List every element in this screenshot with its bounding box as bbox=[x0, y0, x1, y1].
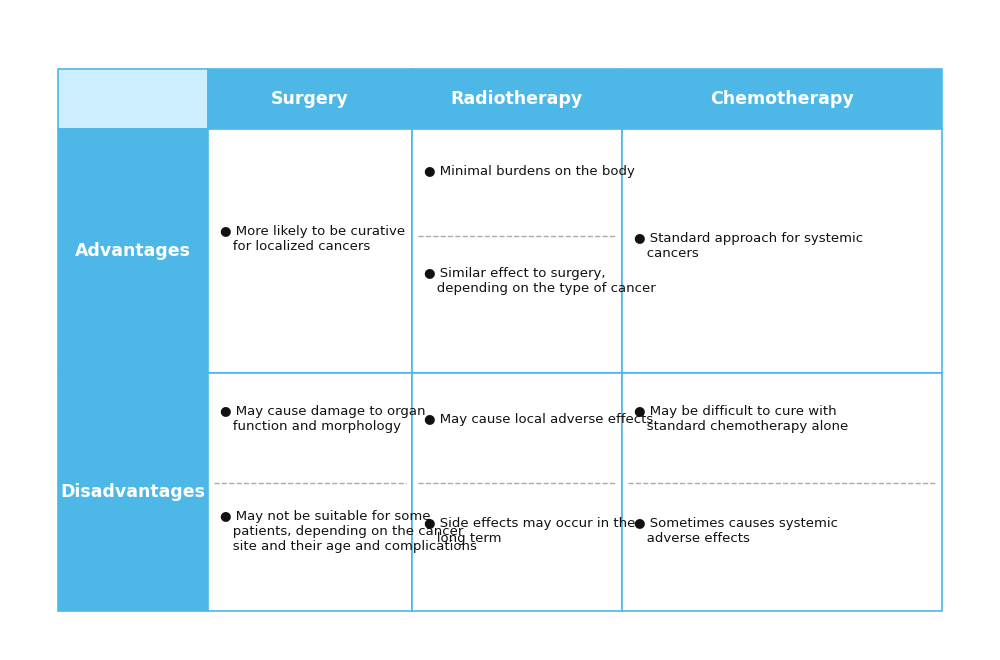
Text: Advantages: Advantages bbox=[75, 242, 191, 260]
Bar bbox=[622, 69, 942, 129]
Text: ● May be difficult to cure with
   standard chemotherapy alone: ● May be difficult to cure with standard… bbox=[634, 405, 848, 433]
Bar bbox=[208, 129, 412, 373]
Bar bbox=[58, 373, 208, 610]
Bar bbox=[208, 69, 412, 129]
Text: ● May cause damage to organ
   function and morphology: ● May cause damage to organ function and… bbox=[220, 405, 426, 433]
Text: ● May cause local adverse effects: ● May cause local adverse effects bbox=[424, 412, 653, 426]
Text: Disadvantages: Disadvantages bbox=[60, 482, 206, 501]
Text: ● Standard approach for systemic
   cancers: ● Standard approach for systemic cancers bbox=[634, 232, 863, 259]
Bar bbox=[412, 129, 622, 373]
Bar bbox=[622, 373, 942, 610]
Text: Chemotherapy: Chemotherapy bbox=[710, 90, 854, 108]
Text: ● Similar effect to surgery,
   depending on the type of cancer: ● Similar effect to surgery, depending o… bbox=[424, 267, 656, 294]
Text: ● Sometimes causes systemic
   adverse effects: ● Sometimes causes systemic adverse effe… bbox=[634, 517, 838, 545]
Text: Surgery: Surgery bbox=[271, 90, 349, 108]
Bar bbox=[208, 373, 412, 610]
Text: ● May not be suitable for some
   patients, depending on the cancer
   site and : ● May not be suitable for some patients,… bbox=[220, 510, 477, 553]
Bar bbox=[58, 69, 208, 129]
Text: ● Minimal burdens on the body: ● Minimal burdens on the body bbox=[424, 165, 635, 178]
Bar bbox=[58, 129, 208, 373]
Text: Radiotherapy: Radiotherapy bbox=[451, 90, 583, 108]
Bar bbox=[412, 373, 622, 610]
Text: ● More likely to be curative
   for localized cancers: ● More likely to be curative for localiz… bbox=[220, 225, 405, 253]
Bar bbox=[622, 129, 942, 373]
Text: ● Side effects may occur in the
   long term: ● Side effects may occur in the long ter… bbox=[424, 517, 635, 545]
Bar bbox=[412, 69, 622, 129]
